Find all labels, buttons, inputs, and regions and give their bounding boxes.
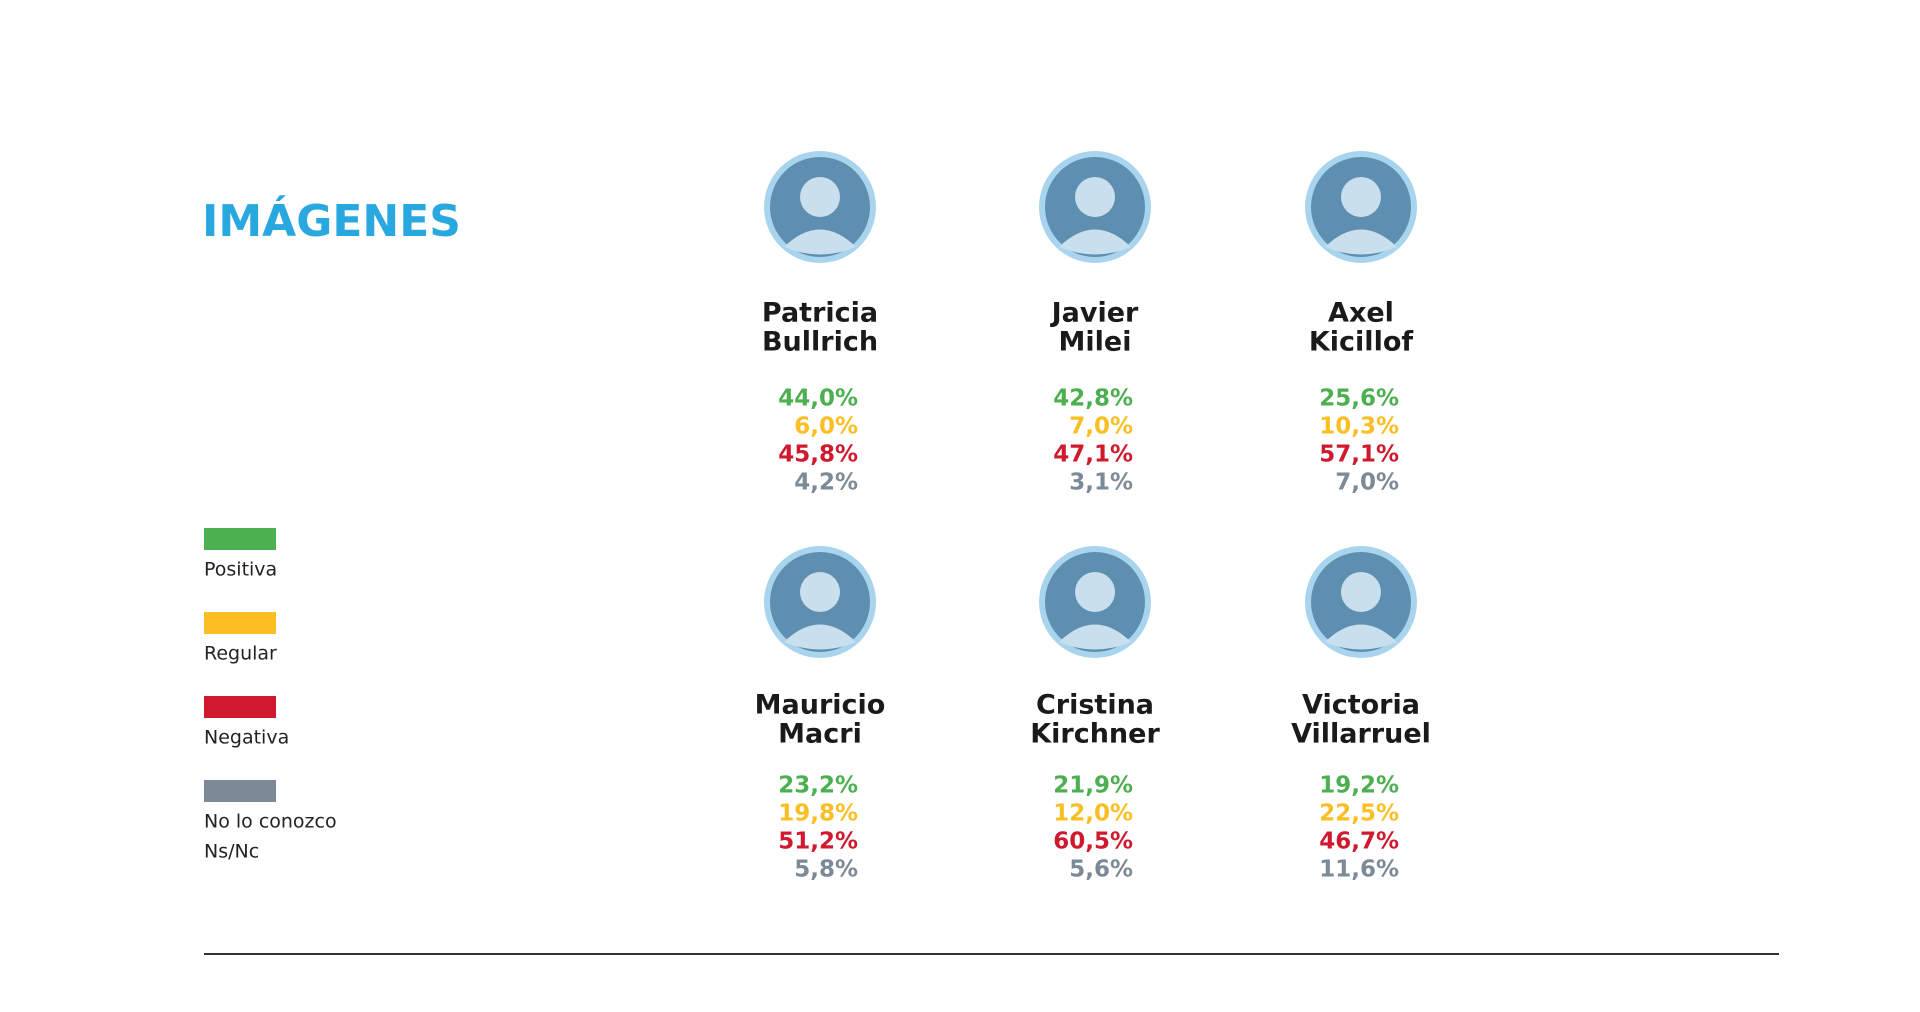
legend-swatch	[204, 528, 276, 550]
portrait-head	[1075, 572, 1115, 612]
candidate-value: 12,0%	[1053, 801, 1133, 827]
portrait-head	[1075, 177, 1115, 217]
candidate-value: 44,0%	[778, 386, 858, 412]
portrait-body	[1059, 229, 1131, 255]
candidate-name: Milei	[1059, 327, 1132, 358]
candidate-value: 7,0%	[1069, 414, 1133, 440]
candidate-name: Kirchner	[1030, 719, 1160, 750]
portrait-head	[800, 572, 840, 612]
candidate-value: 46,7%	[1319, 829, 1399, 855]
portrait-head	[1341, 177, 1381, 217]
legend-label: No lo conozco	[204, 811, 337, 833]
candidate-value: 60,5%	[1053, 829, 1133, 855]
candidate-value: 3,1%	[1069, 470, 1133, 496]
legend-label: Ns/Nc	[204, 841, 259, 863]
legend-swatch	[204, 780, 276, 802]
portrait-head	[1341, 572, 1381, 612]
candidate-value: 47,1%	[1053, 442, 1133, 468]
candidate-value: 10,3%	[1319, 414, 1399, 440]
portrait-head	[800, 177, 840, 217]
candidate-name: Macri	[778, 719, 862, 750]
candidate-value: 22,5%	[1319, 801, 1399, 827]
candidate-value: 5,6%	[1069, 857, 1133, 883]
portrait-body	[1059, 624, 1131, 650]
candidate-value: 7,0%	[1335, 470, 1399, 496]
candidate-value: 23,2%	[778, 773, 858, 799]
portrait-body	[1325, 624, 1397, 650]
candidate-value: 4,2%	[794, 470, 858, 496]
portrait-body	[784, 229, 856, 255]
candidate-value: 11,6%	[1319, 857, 1399, 883]
candidate-value: 57,1%	[1319, 442, 1399, 468]
candidate-value: 45,8%	[778, 442, 858, 468]
candidate-value: 51,2%	[778, 829, 858, 855]
legend-label: Positiva	[204, 559, 277, 581]
legend-swatch	[204, 612, 276, 634]
candidate-name: Patricia	[762, 298, 878, 329]
candidate-value: 21,9%	[1053, 773, 1133, 799]
portrait-body	[784, 624, 856, 650]
candidate-name: Victoria	[1302, 690, 1420, 721]
candidate-name: Kicillof	[1309, 327, 1413, 358]
candidate-name: Cristina	[1036, 690, 1154, 721]
candidate-value: 25,6%	[1319, 386, 1399, 412]
candidate-name: Bullrich	[762, 327, 878, 358]
candidate-value: 42,8%	[1053, 386, 1133, 412]
candidate-value: 6,0%	[794, 414, 858, 440]
candidate-name: Axel	[1328, 298, 1394, 329]
candidate-name: Mauricio	[755, 690, 886, 721]
title: IMÁGENES	[202, 194, 461, 247]
candidate-value: 19,2%	[1319, 773, 1399, 799]
candidate-name: Javier	[1050, 298, 1139, 329]
candidate-name: Villarruel	[1291, 719, 1431, 750]
legend-label: Regular	[204, 643, 277, 665]
candidate-value: 19,8%	[778, 801, 858, 827]
candidate-value: 5,8%	[794, 857, 858, 883]
legend-swatch	[204, 696, 276, 718]
legend-label: Negativa	[204, 727, 289, 749]
portrait-body	[1325, 229, 1397, 255]
